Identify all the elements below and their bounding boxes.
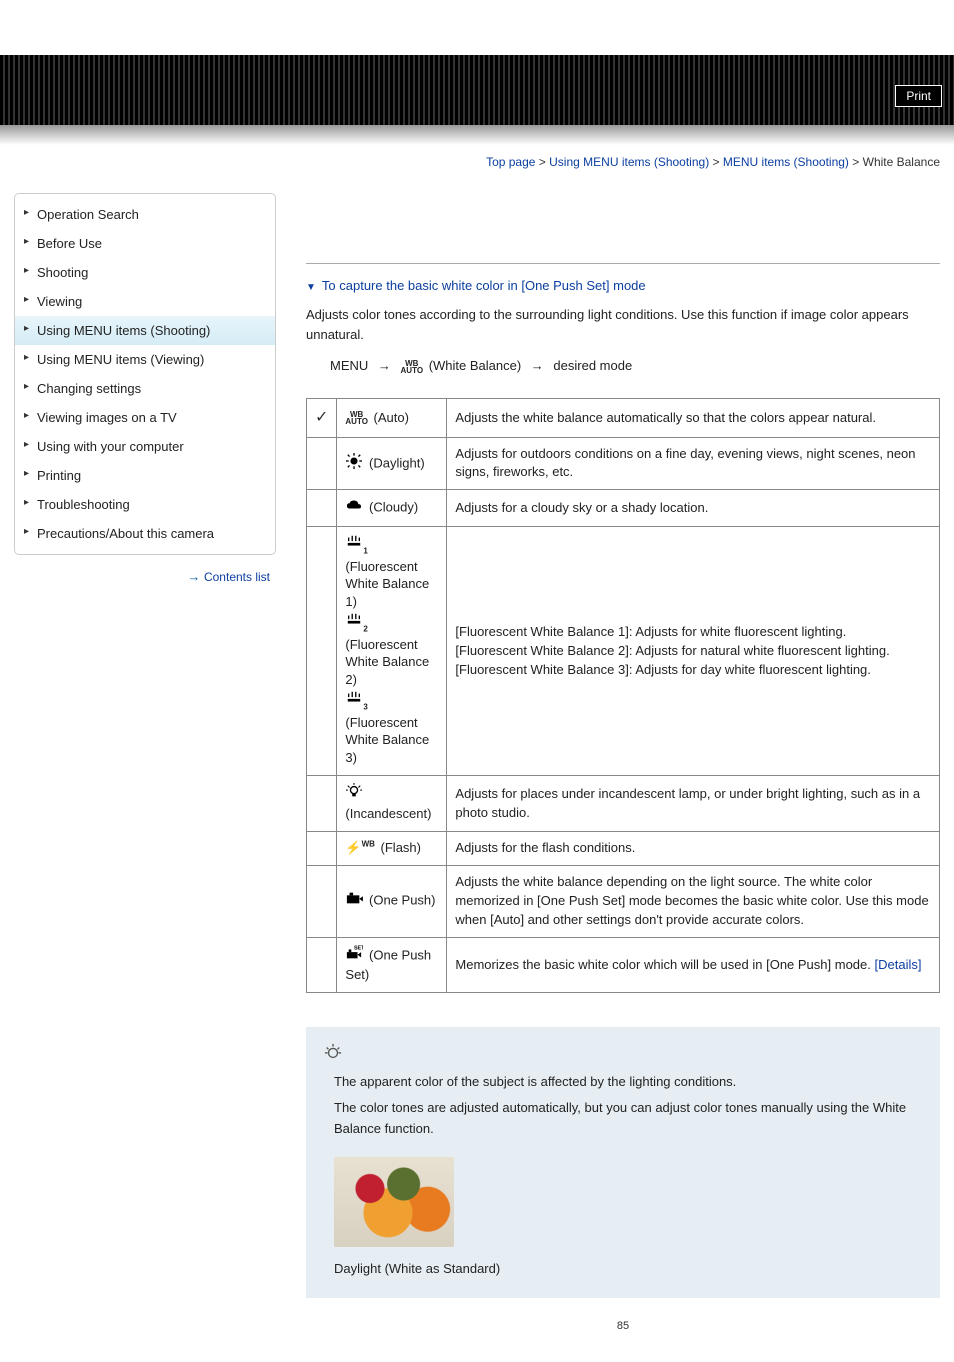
sidebar-item-8[interactable]: Using with your computer	[15, 432, 275, 461]
mode-label-cell: WBAUTO (Auto)	[337, 399, 447, 437]
mode-label-cell: ⚡WB (Flash)	[337, 831, 447, 865]
intro-text: Adjusts color tones according to the sur…	[306, 305, 940, 344]
mode-label-cell: SET (One Push Set)	[337, 937, 447, 993]
sidebar-item-2[interactable]: Shooting	[15, 258, 275, 287]
table-row: (Daylight)Adjusts for outdoors condition…	[307, 437, 940, 490]
sidebar-item-11[interactable]: Precautions/About this camera	[15, 519, 275, 548]
mode-label-cell: (Daylight)	[337, 437, 447, 490]
sidebar-item-6[interactable]: Changing settings	[15, 374, 275, 403]
menu-wb-label: (White Balance)	[429, 358, 521, 373]
breadcrumb: Top page > Using MENU items (Shooting) >…	[0, 145, 954, 193]
mode-desc-cell: Adjusts the white balance depending on t…	[447, 866, 940, 938]
breadcrumb-l1[interactable]: Using MENU items (Shooting)	[549, 155, 709, 169]
print-button[interactable]: Print	[895, 85, 942, 107]
fluorescent-icon: 1	[345, 534, 367, 557]
check-cell	[307, 831, 337, 865]
anchor-one-push-set[interactable]: To capture the basic white color in [One…	[306, 278, 646, 293]
wb-modes-table: ✓WBAUTO (Auto)Adjusts the white balance …	[306, 398, 940, 993]
check-cell: ✓	[307, 399, 337, 437]
menu-path: MENU → WBAUTO (White Balance) → desired …	[306, 358, 940, 374]
table-row: ⚡WB (Flash)Adjusts for the flash conditi…	[307, 831, 940, 865]
sidebar-item-1[interactable]: Before Use	[15, 229, 275, 258]
check-cell	[307, 937, 337, 993]
wb-auto-icon: WBAUTO	[401, 359, 424, 375]
menu-label: MENU	[330, 358, 368, 373]
mode-desc-cell: Adjusts for places under incandescent la…	[447, 776, 940, 832]
table-row: SET (One Push Set)Memorizes the basic wh…	[307, 937, 940, 993]
table-row: ✓ WBAUTO (Auto)Adjusts the white balance …	[307, 399, 940, 437]
check-cell	[307, 776, 337, 832]
sidebar-item-9[interactable]: Printing	[15, 461, 275, 490]
sidebar-item-3[interactable]: Viewing	[15, 287, 275, 316]
tip-text-1: The apparent color of the subject is aff…	[324, 1072, 922, 1092]
header-fade	[0, 125, 954, 145]
check-icon: ✓	[315, 409, 328, 426]
mode-label-cell: (Cloudy)	[337, 490, 447, 527]
sidebar-item-5[interactable]: Using MENU items (Viewing)	[15, 345, 275, 374]
contents-list-link[interactable]: Contents list	[204, 570, 270, 584]
onepushset-icon: SET	[345, 945, 363, 967]
mode-desc-cell: Adjusts for outdoors conditions on a fin…	[447, 437, 940, 490]
table-row: (Cloudy)Adjusts for a cloudy sky or a sh…	[307, 490, 940, 527]
cloudy-icon	[345, 497, 363, 519]
wb-auto-icon: WBAUTO	[345, 409, 368, 428]
table-row: (One Push)Adjusts the white balance depe…	[307, 866, 940, 938]
mode-label-cell: (Incandescent)	[337, 776, 447, 832]
header-band: Print	[0, 55, 954, 125]
flash-icon: ⚡WB	[345, 839, 375, 858]
breadcrumb-current: White Balance	[863, 155, 940, 169]
check-cell	[307, 437, 337, 490]
sample-caption: Daylight (White as Standard)	[324, 1261, 922, 1276]
sample-image	[334, 1157, 454, 1247]
mode-desc-cell: Adjusts for the flash conditions.	[447, 831, 940, 865]
mode-label-cell: (One Push)	[337, 866, 447, 938]
fluorescent-icon: 2	[345, 612, 367, 635]
breadcrumb-l2[interactable]: MENU items (Shooting)	[723, 155, 849, 169]
details-link[interactable]: [Details]	[875, 957, 922, 972]
incandescent-icon	[345, 783, 363, 805]
svg-text:SET: SET	[354, 945, 363, 951]
mode-desc-cell: Adjusts the white balance automatically …	[447, 399, 940, 437]
main-content: To capture the basic white color in [One…	[276, 193, 940, 1362]
onepush-icon	[345, 890, 363, 912]
check-cell	[307, 866, 337, 938]
contents-list-wrap: → Contents list	[14, 555, 276, 584]
fluorescent-icon: 3	[345, 690, 367, 713]
table-row: 1(Fluorescent White Balance 1)2(Fluoresc…	[307, 527, 940, 776]
sidebar: Operation SearchBefore UseShootingViewin…	[14, 193, 276, 555]
mode-label-cell: 1(Fluorescent White Balance 1)2(Fluoresc…	[337, 527, 447, 776]
mode-desc-cell: Memorizes the basic white color which wi…	[447, 937, 940, 993]
sidebar-item-10[interactable]: Troubleshooting	[15, 490, 275, 519]
tip-box: The apparent color of the subject is aff…	[306, 1027, 940, 1297]
sidebar-item-0[interactable]: Operation Search	[15, 200, 275, 229]
check-cell	[307, 490, 337, 527]
mode-desc-cell: Adjusts for a cloudy sky or a shady loca…	[447, 490, 940, 527]
table-row: (Incandescent)Adjusts for places under i…	[307, 776, 940, 832]
section-rule	[306, 263, 940, 264]
menu-dest: desired mode	[553, 358, 632, 373]
breadcrumb-top[interactable]: Top page	[486, 155, 535, 169]
daylight-icon	[345, 453, 363, 475]
page-number: 85	[306, 1298, 940, 1362]
sidebar-item-7[interactable]: Viewing images on a TV	[15, 403, 275, 432]
sidebar-item-4[interactable]: Using MENU items (Shooting)	[15, 316, 275, 345]
mode-desc-cell: [Fluorescent White Balance 1]: Adjusts f…	[447, 527, 940, 776]
tip-bulb-icon	[324, 1043, 342, 1066]
tip-text-2: The color tones are adjusted automatical…	[324, 1098, 922, 1138]
check-cell	[307, 527, 337, 776]
